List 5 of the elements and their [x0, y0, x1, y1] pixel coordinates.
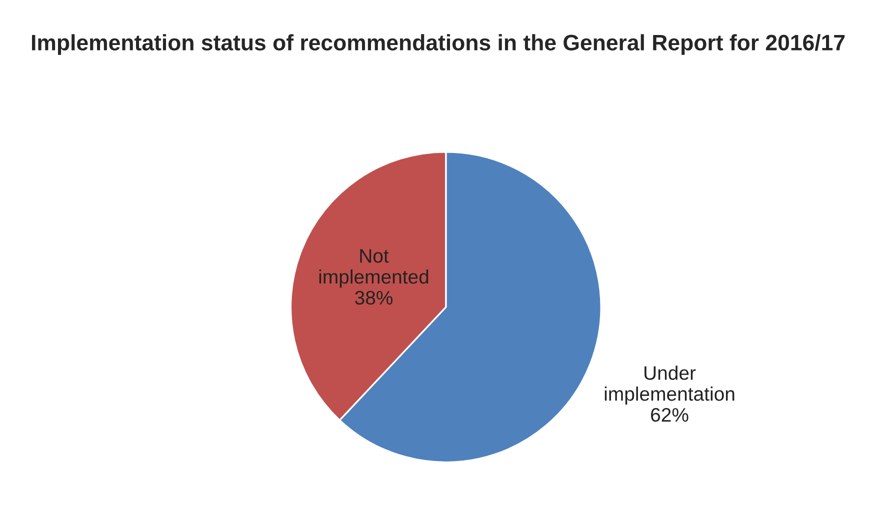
data-label: 38%: [355, 290, 393, 305]
slice-label: Not implemented: [319, 249, 428, 288]
data-label: 62%: [651, 408, 688, 422]
slice-label: Under implementation: [604, 366, 734, 405]
chart-title: Implementation status of recommendations in the General Report for 2016/17: [32, 34, 845, 55]
